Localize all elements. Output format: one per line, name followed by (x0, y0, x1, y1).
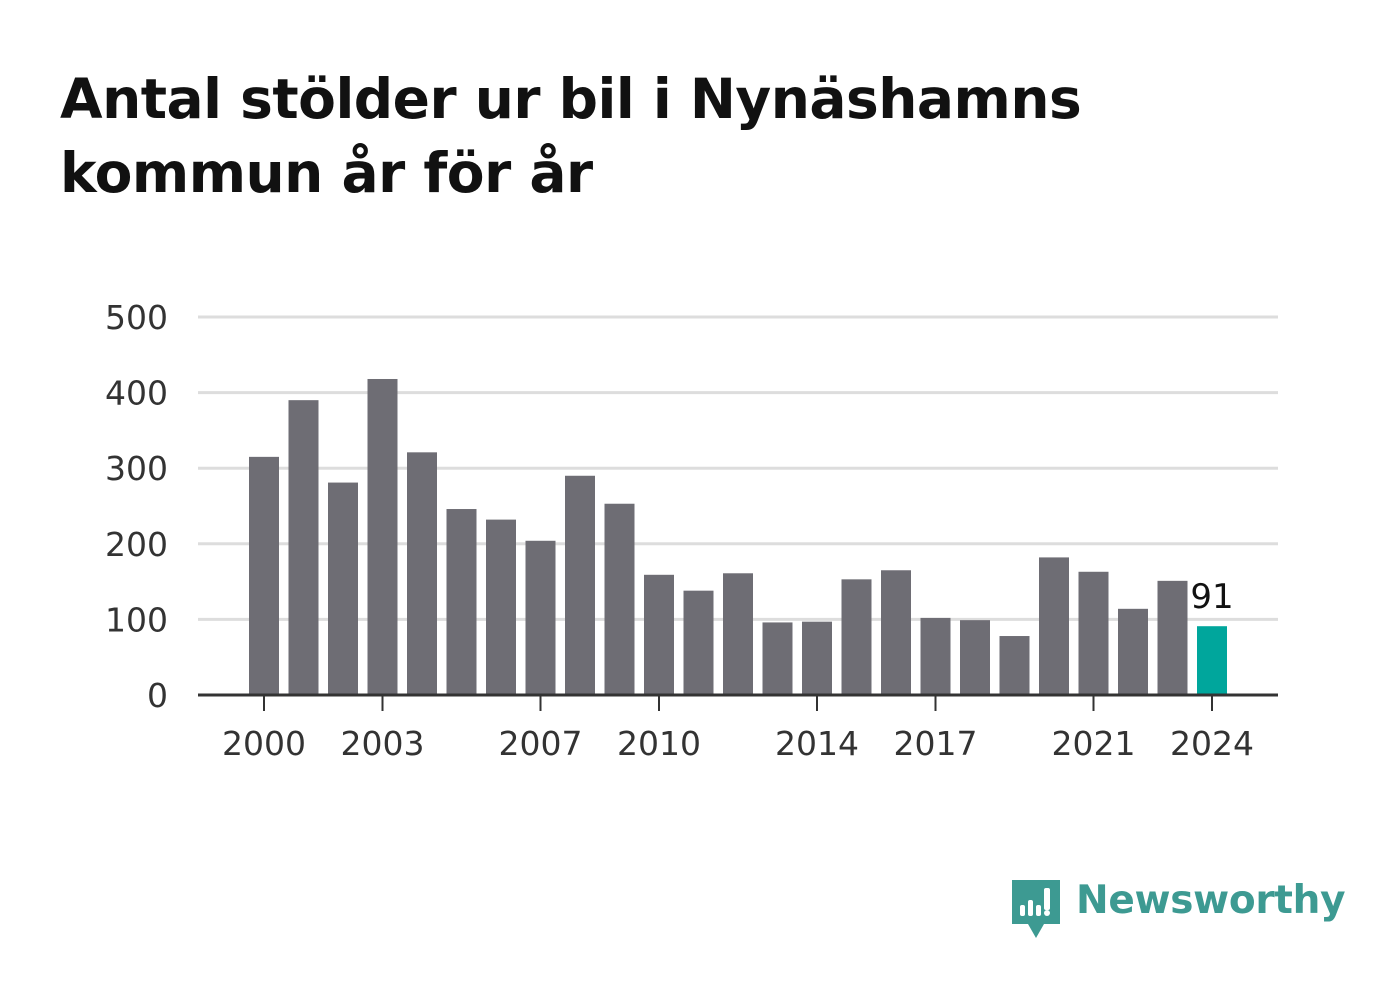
chart-title-line-2: kommun år för år (60, 141, 593, 205)
x-tick-label-2021: 2021 (1052, 724, 1136, 763)
bar-2003 (367, 378, 398, 695)
y-tick-label-500: 500 (105, 298, 168, 337)
x-tick-label-2010: 2010 (617, 724, 701, 763)
y-tick-label-300: 300 (105, 449, 168, 488)
bar-2019 (999, 636, 1030, 695)
bar-2013 (762, 622, 793, 695)
x-tick-label-2003: 2003 (341, 724, 425, 763)
x-tick-label-2024: 2024 (1170, 724, 1254, 763)
newsworthy-logo: Newsworthy (1010, 878, 1346, 940)
bar-2015 (841, 579, 872, 695)
bar-2000 (249, 456, 279, 695)
bar-2007 (525, 540, 556, 695)
bar-2016 (881, 570, 911, 695)
x-tick-label-2014: 2014 (775, 724, 859, 763)
bar-2010 (644, 574, 674, 695)
bar-2001 (288, 400, 319, 695)
data-labels: 91 (1190, 577, 1233, 617)
bar-2024 (1197, 626, 1227, 695)
bar-2012 (723, 573, 753, 695)
bar-2006 (486, 519, 516, 695)
bar-2017 (920, 617, 951, 695)
data-label-2024: 91 (1190, 577, 1233, 617)
bar-2005 (446, 509, 477, 695)
bar-2020 (1039, 557, 1069, 695)
y-tick-label-200: 200 (105, 525, 168, 564)
bar-2014 (802, 621, 832, 695)
x-tick-label-2017: 2017 (894, 724, 978, 763)
bar-2008 (565, 475, 595, 695)
bar-2002 (328, 482, 358, 695)
newsworthy-logo-icon (1012, 880, 1060, 938)
bars (249, 378, 1227, 695)
bar-2011 (683, 590, 714, 695)
chart-title: Antal stölder ur bil i Nynäshamns kommun… (60, 62, 1240, 210)
bar-2018 (960, 620, 990, 695)
y-tick-label-100: 100 (105, 600, 168, 639)
x-tick-label-2000: 2000 (222, 724, 306, 763)
y-tick-label-0: 0 (147, 676, 168, 715)
chart-title-line-1: Antal stölder ur bil i Nynäshamns (60, 67, 1082, 131)
bar-2023 (1157, 580, 1188, 695)
bar-2022 (1118, 608, 1148, 695)
bar-2009 (604, 503, 635, 695)
x-tick-label-2007: 2007 (499, 724, 583, 763)
brand-name: Newsworthy (1076, 878, 1346, 923)
bar-2021 (1078, 571, 1109, 695)
axes: 0 100 200 300 400 500 2000 2003 2007 2010 2014 2017… (105, 298, 1278, 763)
bar-2004 (407, 452, 437, 695)
y-tick-label-400: 400 (105, 374, 168, 413)
